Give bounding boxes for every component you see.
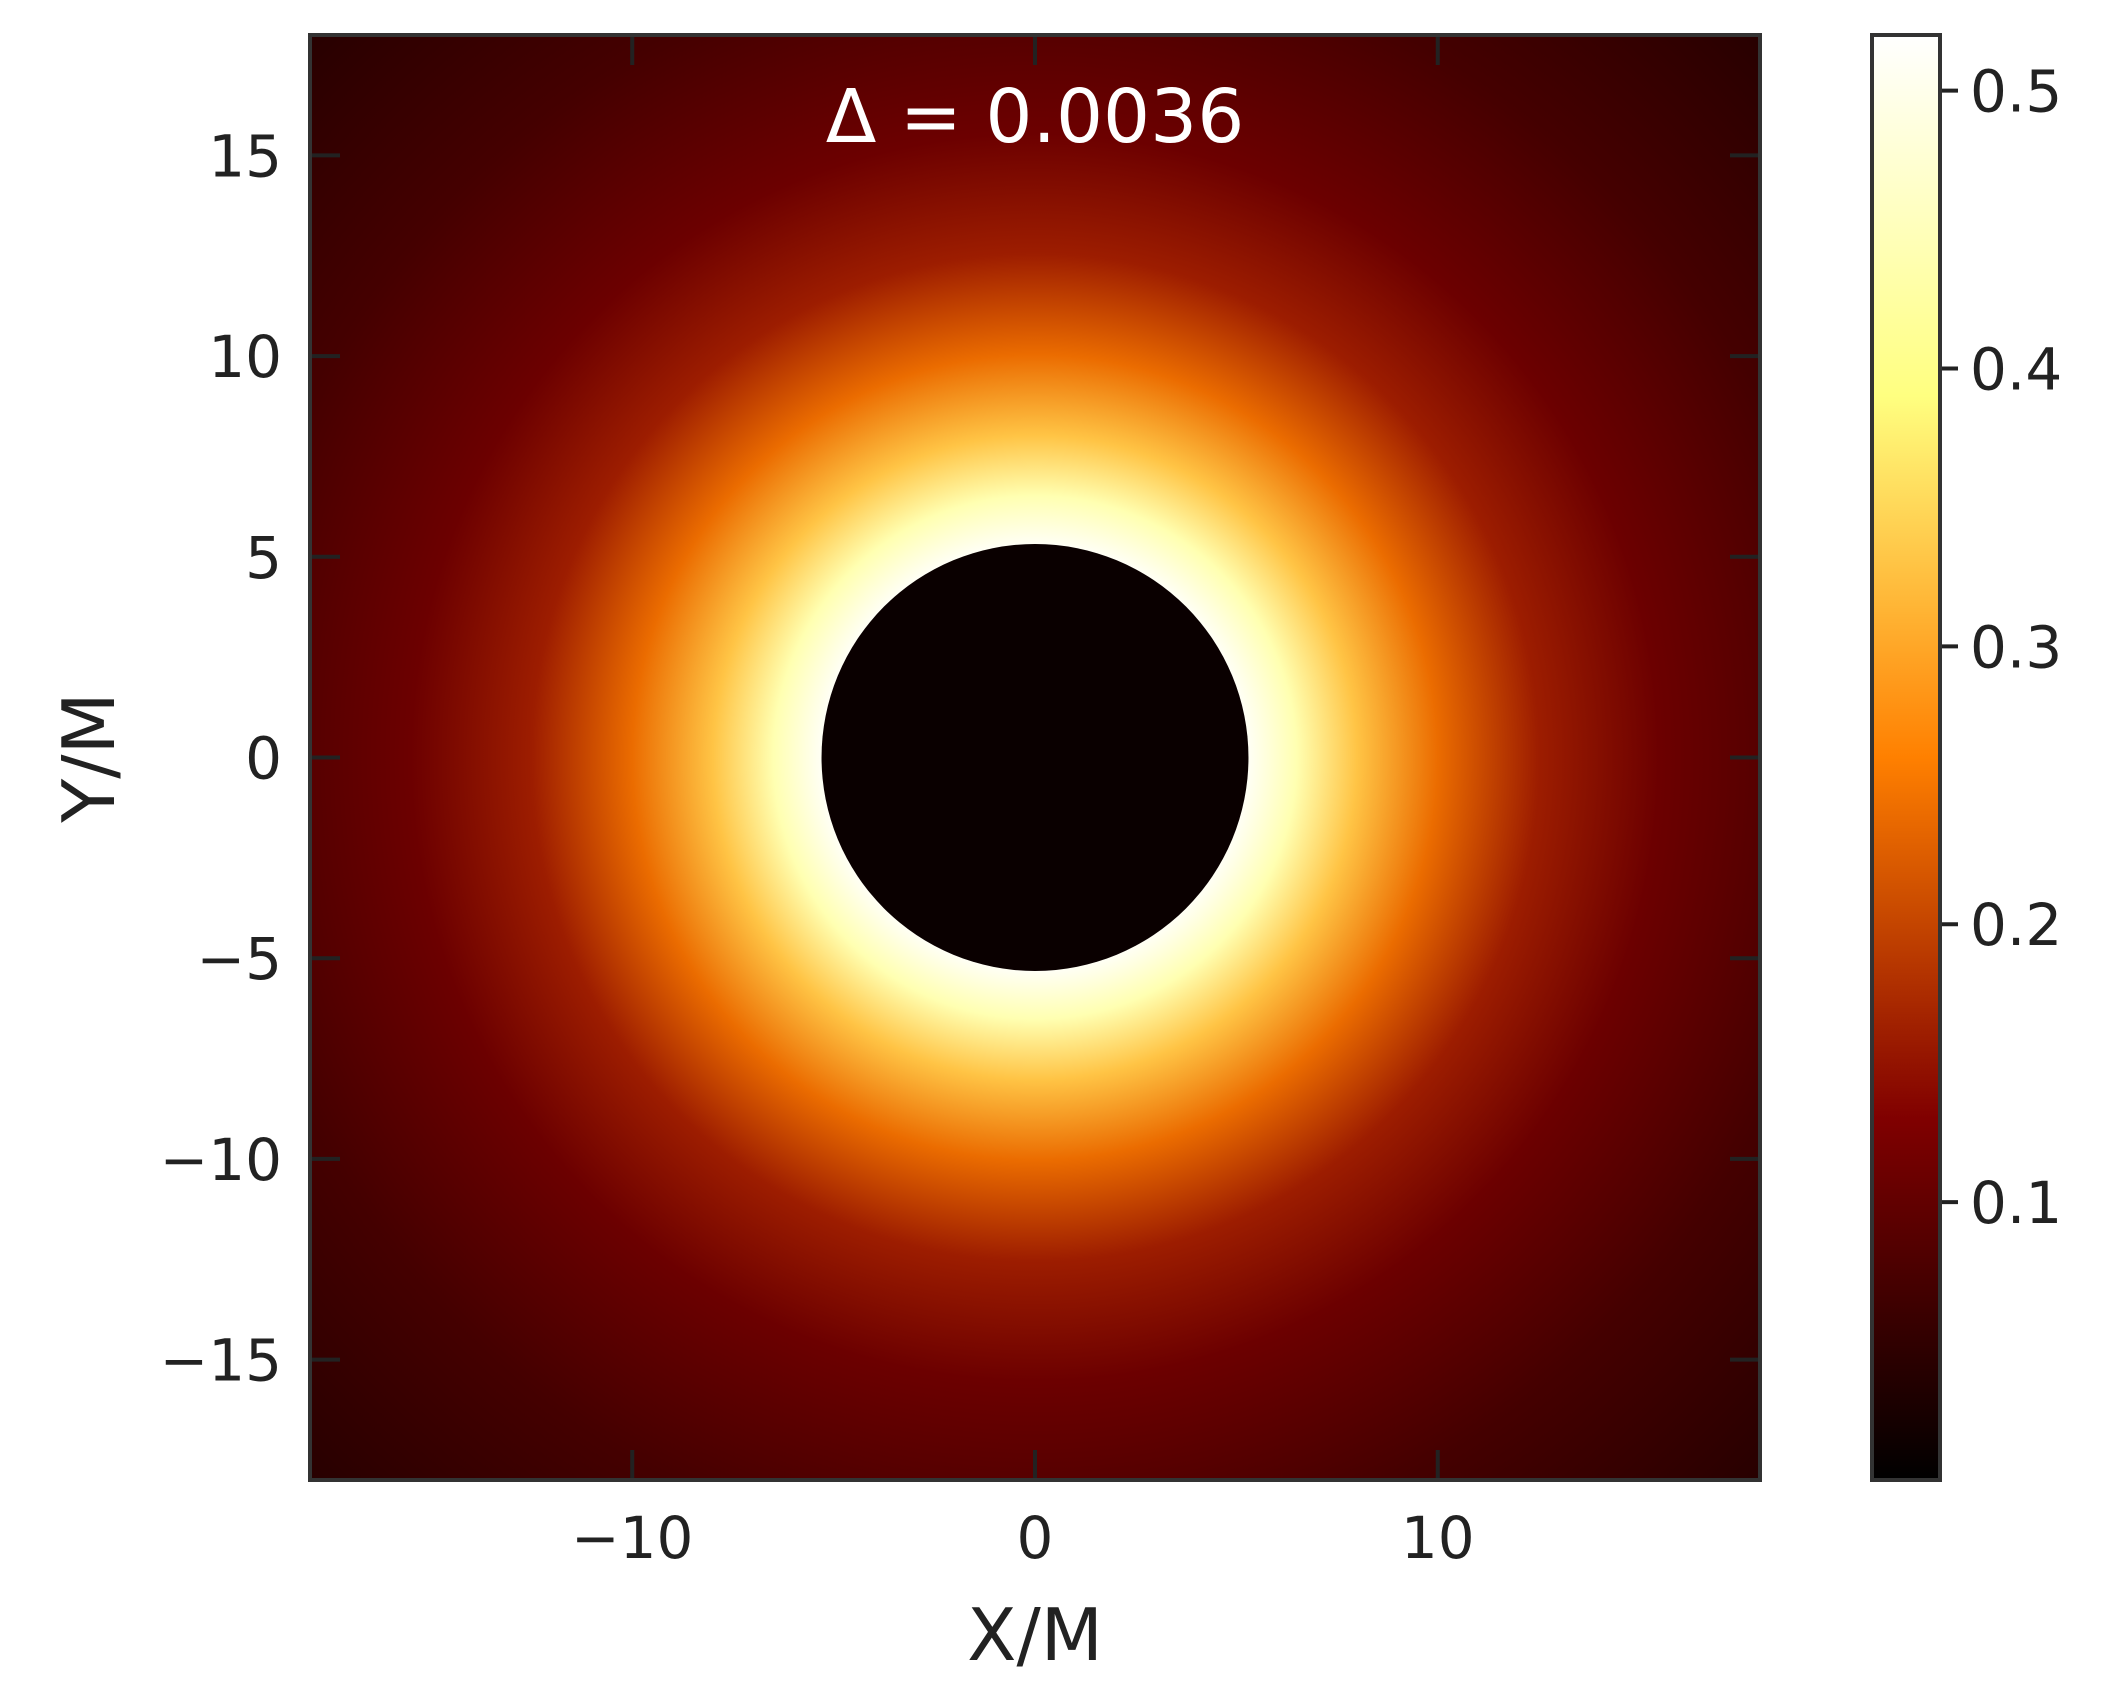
plot-area: Δ = 0.0036 (308, 33, 1762, 1482)
colorbar-tick-label: 0.2 (1970, 891, 2062, 959)
colorbar-tick-labels: 0.1 0.2 0.3 0.4 0.5 (1970, 58, 2062, 1238)
colorbar-tick-label: 0.1 (1970, 1169, 2062, 1237)
tick-marks (310, 35, 1760, 1480)
y-tick-label: 0 (245, 725, 282, 793)
colorbar: 0.1 0.2 0.3 0.4 0.5 (1870, 33, 2062, 1482)
y-tick-labels: 15 10 5 0 −5 −10 −15 (160, 122, 282, 1394)
delta-annotation: Δ = 0.0036 (826, 74, 1245, 160)
colorbar-fill (1872, 35, 1940, 1480)
x-tick-label: 10 (1401, 1504, 1475, 1572)
black-hole-shadow (821, 544, 1249, 971)
y-tick-label: 5 (245, 524, 282, 592)
plot-frame (308, 33, 1762, 1482)
y-tick-label: −5 (197, 925, 283, 993)
y-axis-label: Y/M (47, 692, 131, 823)
colorbar-tick-label: 0.4 (1970, 335, 2062, 403)
y-tick-label: 10 (208, 323, 282, 391)
colorbar-tick-label: 0.5 (1970, 58, 2062, 126)
x-tick-labels: −10 0 10 (571, 1504, 1475, 1572)
colorbar-tick-label: 0.3 (1970, 613, 2062, 681)
x-tick-label: −10 (571, 1504, 693, 1572)
colorbar-ticks (1940, 88, 1958, 1205)
y-tick-label: −10 (160, 1126, 282, 1194)
y-tick-label: 15 (208, 122, 282, 190)
y-tick-label: −15 (160, 1327, 282, 1395)
x-axis-label: X/M (967, 1593, 1103, 1677)
colorbar-frame (1870, 33, 1942, 1482)
x-tick-label: 0 (1017, 1504, 1054, 1572)
